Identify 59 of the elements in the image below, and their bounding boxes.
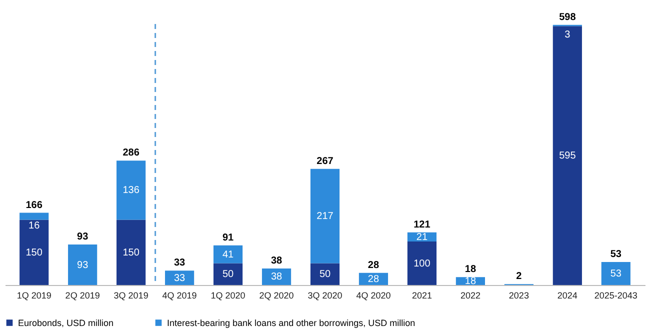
data-label: 100 [414,258,431,270]
data-label: 28 [368,274,380,285]
total-label: 93 [77,232,89,243]
bar [116,220,146,285]
data-label: 41 [222,249,234,260]
x-tick-label: 2021 [412,290,432,300]
bar [601,262,630,285]
data-label: 217 [316,211,334,222]
data-label: 136 [122,185,140,196]
x-tick-label: 4Q 2020 [356,290,391,300]
bar [68,244,98,285]
bar [407,242,437,285]
total-label: 53 [610,248,622,260]
data-label: 38 [270,272,283,283]
data-label: 50 [222,269,234,280]
data-label: 3 [564,30,571,41]
total-label: 286 [122,148,140,159]
bar [213,245,243,264]
bar [310,168,340,264]
total-label: 33 [174,258,186,269]
data-label: 93 [77,260,89,271]
data-label: 150 [26,247,43,258]
data-label: 16 [28,220,40,232]
legend-label: Interest-bearing bank loans and other borrowings, USD million [167,318,416,328]
bar [116,160,146,220]
data-label: 18 [464,276,476,288]
data-label: 33 [174,272,186,284]
total-label: 38 [270,255,283,266]
x-tick-label: 2Q 2020 [259,290,294,300]
bar [20,212,49,220]
total-label: 598 [559,12,576,23]
x-tick-label: 2024 [557,290,578,300]
bar [213,263,243,285]
x-tick-label: 1Q 2019 [16,290,52,300]
x-tick-label: 3Q 2019 [114,290,148,300]
data-label: 150 [122,247,140,258]
data-label: 595 [559,150,576,162]
x-tick-label: 2025-2043 [594,290,638,300]
bar [165,270,194,285]
legend-label: Eurobonds, USD million [18,318,114,328]
total-label: 121 [414,219,431,230]
bar [552,26,582,285]
x-tick-label: 3Q 2020 [308,290,342,300]
bar [20,220,49,285]
total-label: 2 [516,271,522,282]
total-label: 166 [26,200,43,211]
total-label: 91 [222,232,234,244]
x-tick-label: 4Q 2019 [162,290,197,300]
total-label: 28 [368,260,380,271]
x-tick-label: 2Q 2019 [65,290,100,300]
data-label: 53 [610,268,622,280]
total-label: 267 [316,156,334,167]
bar [310,263,340,285]
data-label: 50 [319,269,331,280]
x-tick-label: 1Q 2020 [210,290,246,300]
x-tick-label: 2023 [508,290,529,300]
total-label: 18 [464,264,476,276]
x-tick-label: 2022 [460,290,480,300]
data-label: 21 [416,232,428,243]
